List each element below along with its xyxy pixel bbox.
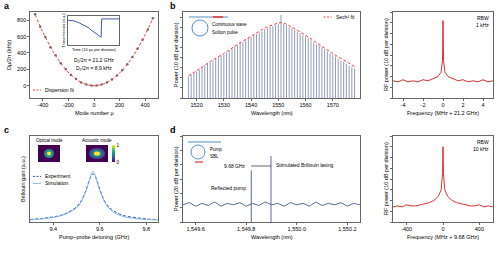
svg-text:1530: 1530	[218, 102, 230, 108]
svg-text:-2: -2	[421, 102, 426, 108]
svg-text:400: 400	[475, 226, 484, 232]
svg-text:9.8: 9.8	[143, 226, 151, 232]
svg-text:Brillouin gain (a.u.): Brillouin gain (a.u.)	[20, 156, 26, 202]
svg-text:a: a	[4, 1, 10, 11]
svg-text:10 kHz: 10 kHz	[473, 146, 489, 152]
svg-text:Frequency (MHz + 21.2 GHz): Frequency (MHz + 21.2 GHz)	[407, 110, 479, 116]
svg-text:Wavelength (nm): Wavelength (nm)	[251, 234, 293, 240]
svg-text:1550: 1550	[272, 102, 284, 108]
svg-text:c: c	[4, 125, 9, 135]
svg-text:Simulation: Simulation	[45, 180, 69, 186]
svg-text:200: 200	[115, 102, 124, 108]
svg-text:d: d	[170, 125, 176, 135]
svg-text:1,549.8: 1,549.8	[237, 226, 255, 232]
svg-text:0: 0	[116, 160, 119, 165]
svg-text:Sech² fit: Sech² fit	[336, 14, 355, 20]
svg-text:SBL: SBL	[210, 154, 219, 159]
svg-text:4: 4	[481, 102, 484, 108]
svg-text:1560: 1560	[299, 102, 311, 108]
svg-text:1 kHz: 1 kHz	[476, 22, 489, 28]
svg-text:Pump–probe detuning (GHz): Pump–probe detuning (GHz)	[59, 234, 129, 240]
svg-text:RBW: RBW	[477, 139, 489, 145]
svg-text:Transmission (a.u.): Transmission (a.u.)	[61, 13, 66, 48]
svg-text:800: 800	[17, 17, 26, 23]
svg-text:RBW: RBW	[477, 15, 489, 21]
svg-text:Reflected pump: Reflected pump	[211, 185, 246, 191]
svg-text:400: 400	[141, 102, 150, 108]
svg-text:Frequency (MHz + 9.68 GHz): Frequency (MHz + 9.68 GHz)	[407, 234, 479, 240]
svg-text:9.4: 9.4	[49, 226, 57, 232]
svg-text:200: 200	[17, 66, 26, 72]
svg-text:-200: -200	[63, 102, 74, 108]
svg-text:Time (10 μs per division): Time (10 μs per division)	[72, 47, 116, 52]
svg-text:RF power (10 dB per division): RF power (10 dB per division)	[383, 18, 389, 91]
svg-text:Mode number μ: Mode number μ	[75, 110, 114, 116]
svg-text:2: 2	[461, 102, 464, 108]
svg-text:Dispersion fit: Dispersion fit	[45, 87, 75, 93]
svg-text:Power (10 dB per division): Power (10 dB per division)	[173, 22, 179, 87]
svg-text:0: 0	[92, 102, 95, 108]
svg-text:b: b	[170, 1, 176, 11]
svg-text:1520: 1520	[190, 102, 202, 108]
svg-text:Experiment: Experiment	[45, 173, 71, 179]
svg-text:1570: 1570	[327, 102, 339, 108]
svg-text:RF power (10 dB per division): RF power (10 dB per division)	[383, 142, 389, 215]
svg-text:1540: 1540	[245, 102, 257, 108]
svg-text:1: 1	[116, 143, 119, 148]
svg-text:Soliton pulse: Soliton pulse	[212, 30, 238, 35]
svg-text:1,550.0: 1,550.0	[288, 226, 306, 232]
svg-text:-4: -4	[401, 102, 406, 108]
svg-text:D₁/2π = 21.2 GHz: D₁/2π = 21.2 GHz	[74, 57, 114, 63]
svg-text:9.6: 9.6	[96, 226, 104, 232]
svg-text:0: 0	[441, 102, 444, 108]
svg-text:D₂/2π = 8.9 kHz: D₂/2π = 8.9 kHz	[76, 65, 112, 71]
svg-text:Acoustic mode: Acoustic mode	[82, 138, 112, 143]
svg-text:Power (20 dB per division): Power (20 dB per division)	[173, 146, 179, 211]
svg-text:-400: -400	[37, 102, 48, 108]
svg-text:9.68 GHz: 9.68 GHz	[224, 163, 246, 169]
svg-text:600: 600	[17, 33, 26, 39]
svg-text:Pump: Pump	[210, 147, 222, 152]
svg-text:0: 0	[23, 83, 26, 89]
svg-text:400: 400	[17, 50, 26, 56]
svg-text:Continuous wave: Continuous wave	[212, 22, 247, 27]
svg-text:1,549.6: 1,549.6	[186, 226, 204, 232]
svg-text:Optical mode: Optical mode	[36, 138, 63, 143]
svg-text:Dμ/2π (kHz): Dμ/2π (kHz)	[6, 40, 12, 70]
svg-text:Wavelength (nm): Wavelength (nm)	[251, 110, 293, 116]
svg-text:-400: -400	[401, 226, 412, 232]
svg-text:0: 0	[441, 226, 444, 232]
svg-text:1,550.2: 1,550.2	[338, 226, 356, 232]
svg-text:Stimulated Brillouin lasing: Stimulated Brillouin lasing	[276, 162, 333, 168]
